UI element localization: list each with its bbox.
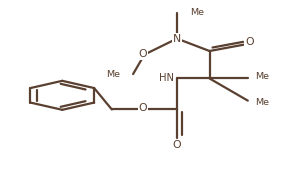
Text: O: O — [245, 37, 253, 47]
Text: Me: Me — [255, 72, 269, 81]
Text: O: O — [173, 140, 181, 150]
Text: Me: Me — [106, 69, 120, 78]
Text: Me: Me — [190, 8, 204, 17]
Text: HN: HN — [159, 73, 174, 83]
Text: O: O — [139, 49, 147, 59]
Text: O: O — [139, 103, 147, 113]
Text: Me: Me — [255, 98, 269, 107]
Text: N: N — [173, 34, 181, 44]
